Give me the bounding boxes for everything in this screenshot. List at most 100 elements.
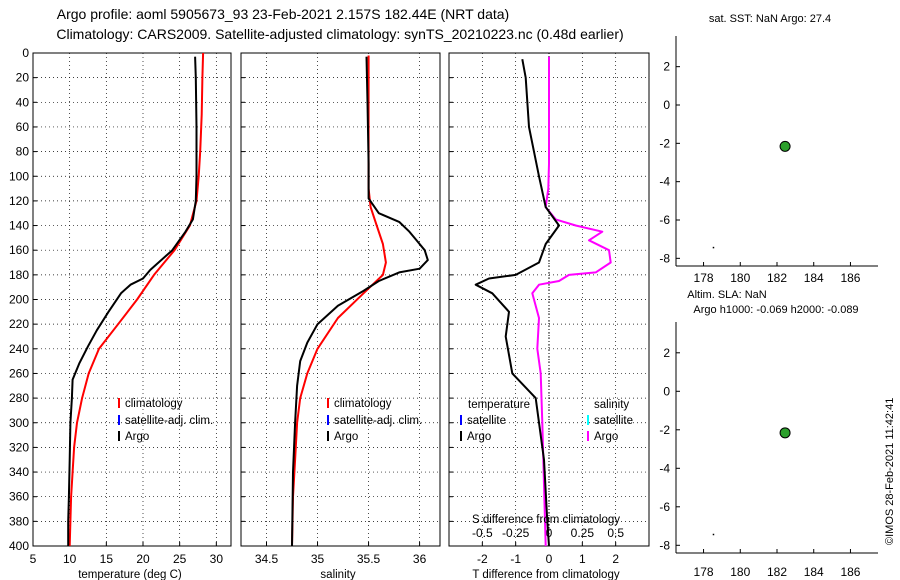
imos-timestamp: ©IMOS 28-Feb-2021 11:42:41 xyxy=(884,398,896,545)
y-tick-label: 280 xyxy=(9,391,29,405)
legend-label-argo: Argo xyxy=(125,431,149,443)
y-tick-label: 60 xyxy=(16,120,30,134)
y-tick-label: 380 xyxy=(9,514,29,528)
salinity-legend: climatology satellite-adj. clim. Argo xyxy=(327,398,422,443)
map-x-tick-label: 184 xyxy=(804,565,824,579)
y-tick-label: 300 xyxy=(9,416,29,430)
map-y-tick-label: -6 xyxy=(659,213,670,227)
legend-title-temperature: temperature xyxy=(468,399,530,411)
sla-title-line-2: Argo h1000: -0.069 h2000: -0.089 xyxy=(693,304,858,316)
map-y-tick-label: -8 xyxy=(659,538,670,552)
x-tick-label: -2 xyxy=(477,552,488,566)
s-diff-tick-label: -0.25 xyxy=(502,526,530,540)
legend-swatch-satellite xyxy=(118,415,120,425)
map-y-tick-label: -4 xyxy=(659,175,670,189)
series-line-argo xyxy=(67,56,198,546)
salinity-xlabel: salinity xyxy=(320,569,355,580)
x-tick-label: 1 xyxy=(579,552,586,566)
title-line-2: Climatology: CARS2009. Satellite-adjuste… xyxy=(56,26,623,42)
x-tick-label: 15 xyxy=(100,552,114,566)
difference-panel: -2 -1 0 1 2 -0.5 -0.25 0 0.25 0.5 T difference fr… xyxy=(448,52,650,580)
x-tick-label: 10 xyxy=(63,552,77,566)
salinity-panel: 34.5 35 35.5 36 salinity climatology satell… xyxy=(240,52,441,580)
y-tick-label: 320 xyxy=(9,440,29,454)
map-x-tick-label: 180 xyxy=(730,565,750,579)
x-tick-label: 0 xyxy=(546,552,553,566)
difference-legend: temperature salinity satellite Argo sate… xyxy=(460,399,633,443)
s-difference-label: S difference from climatology xyxy=(472,514,620,526)
series-line-temperature-argo xyxy=(474,59,560,547)
map-x-tick-label: 184 xyxy=(804,271,824,285)
legend-swatch-sal-argo xyxy=(587,431,589,441)
y-tick-label: 260 xyxy=(9,366,29,380)
argo-position-marker xyxy=(779,140,791,152)
y-tick-label: 400 xyxy=(9,539,29,553)
y-tick-label: 20 xyxy=(16,71,30,85)
map-x-tick-label: 186 xyxy=(840,565,860,579)
title-line-1: Argo profile: aoml 5905673_93 23-Feb-202… xyxy=(57,6,509,22)
s-diff-tick-label: -0.5 xyxy=(472,526,493,540)
y-tick-label: 120 xyxy=(9,194,29,208)
legend-swatch-argo xyxy=(118,431,120,441)
y-tick-label: 360 xyxy=(9,490,29,504)
x-tick-label: 34.5 xyxy=(255,552,279,566)
map-y-tick-label: 2 xyxy=(663,60,670,74)
salinity-axes-frame xyxy=(240,52,441,547)
difference-xlabel: T difference from climatology xyxy=(472,569,619,580)
s-diff-tick-label: 0.25 xyxy=(571,526,595,540)
legend-swatch-climatology xyxy=(327,398,329,408)
legend-label-temp-satellite: satellite xyxy=(467,415,506,427)
s-diff-tick-label: 0 xyxy=(546,526,553,540)
y-tick-label: 40 xyxy=(16,95,30,109)
map-x-tick-label: 178 xyxy=(694,565,714,579)
legend-label-satellite: satellite-adj. clim. xyxy=(334,415,422,427)
legend-label-temp-argo: Argo xyxy=(467,431,491,443)
legend-label-sal-satellite: satellite xyxy=(594,415,633,427)
map-x-tick-label: 180 xyxy=(730,271,750,285)
island-mark xyxy=(712,533,715,536)
map-x-tick-label: 178 xyxy=(694,271,714,285)
map-x-tick-label: 182 xyxy=(767,271,787,285)
map-y-tick-label: 0 xyxy=(663,384,670,398)
x-tick-label: 36 xyxy=(413,552,427,566)
island-mark xyxy=(712,246,715,249)
map-y-tick-label: -2 xyxy=(659,423,670,437)
map-y-tick-label: -4 xyxy=(659,461,670,475)
legend-label-argo: Argo xyxy=(334,431,358,443)
x-tick-label: 35 xyxy=(311,552,325,566)
y-tick-label: 220 xyxy=(9,317,29,331)
x-tick-label: 5 xyxy=(30,552,37,566)
x-tick-label: -1 xyxy=(510,552,521,566)
y-tick-label: 180 xyxy=(9,268,29,282)
s-diff-tick-label: 0.5 xyxy=(607,526,624,540)
y-tick-label: 100 xyxy=(9,169,29,183)
x-tick-label: 20 xyxy=(136,552,150,566)
legend-label-climatology: climatology xyxy=(334,398,392,410)
temperature-panel: 5 10 15 20 25 300 20 40 60 80 100 120 140 160 180 200 22… xyxy=(9,46,232,580)
x-tick-label: 2 xyxy=(612,552,619,566)
legend-swatch-temp-satellite xyxy=(460,415,462,425)
y-tick-label: 0 xyxy=(22,46,29,60)
map-y-tick-label: 0 xyxy=(663,98,670,112)
y-tick-label: 200 xyxy=(9,293,29,307)
sst-title: sat. SST: NaN Argo: 27.4 xyxy=(709,13,831,25)
y-tick-label: 340 xyxy=(9,465,29,479)
map-y-tick-label: 2 xyxy=(663,346,670,360)
series-line-climatology xyxy=(68,52,205,547)
y-tick-label: 140 xyxy=(9,219,29,233)
legend-swatch-argo xyxy=(327,431,329,441)
legend-swatch-climatology xyxy=(118,398,120,408)
y-tick-label: 160 xyxy=(9,243,29,257)
sla-map-panel: Altim. SLA: NaN Argo h1000: -0.069 h2000… xyxy=(659,289,878,579)
series-line-climatology xyxy=(291,55,387,547)
legend-swatch-satellite xyxy=(327,415,329,425)
y-tick-label: 80 xyxy=(16,145,30,159)
legend-swatch-sal-satellite xyxy=(587,415,589,425)
series-line-argo xyxy=(291,56,429,547)
series-line-salinity-argo xyxy=(531,56,612,547)
temperature-xlabel: temperature (deg C) xyxy=(78,569,182,580)
legend-label-satellite: satellite-adj. clim. xyxy=(125,415,213,427)
map-y-tick-label: -8 xyxy=(659,251,670,265)
x-tick-label: 25 xyxy=(173,552,187,566)
